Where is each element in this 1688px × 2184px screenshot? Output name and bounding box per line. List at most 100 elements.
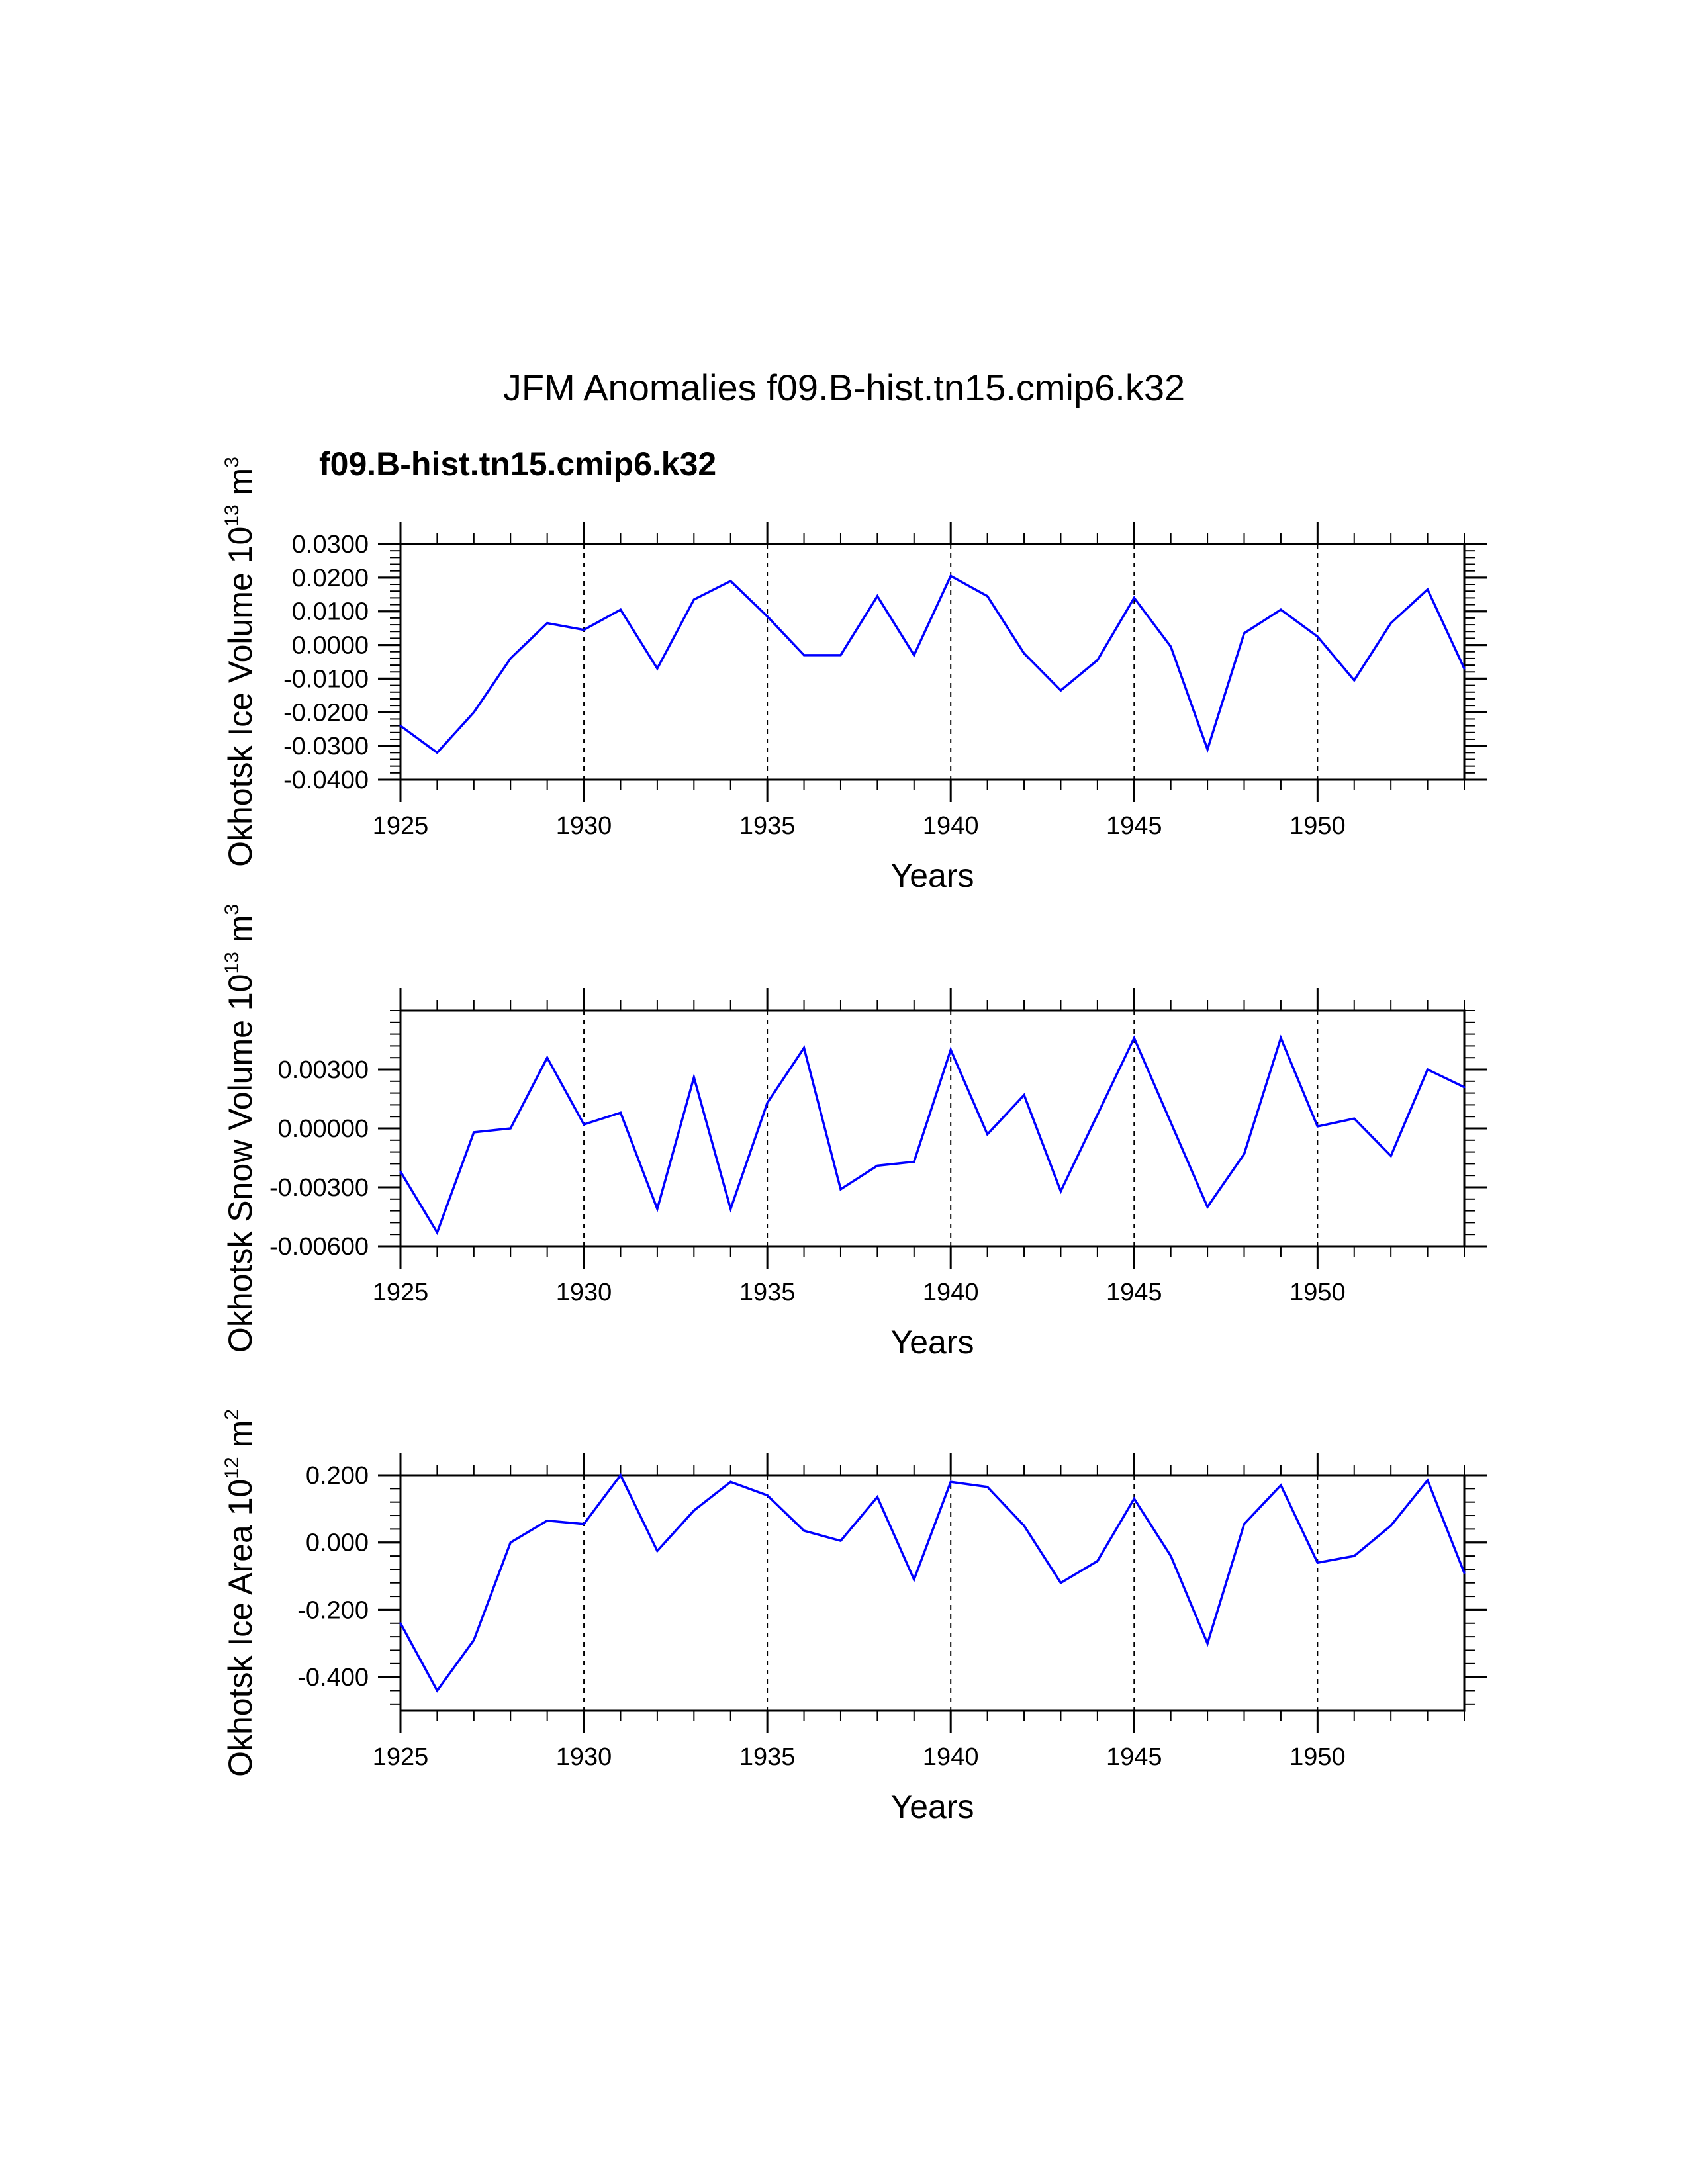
data-point — [1353, 1117, 1356, 1120]
data-point — [949, 1048, 952, 1051]
data-point — [1096, 659, 1099, 661]
data-point — [1316, 1561, 1319, 1564]
data-point — [839, 1188, 842, 1191]
plot-frame — [399, 543, 1466, 781]
data-point — [1353, 1555, 1356, 1557]
data-point — [1280, 1484, 1282, 1486]
x-tick-label: 1940 — [923, 812, 979, 840]
data-point — [986, 1486, 989, 1488]
data-point — [986, 595, 989, 598]
data-point — [583, 1123, 585, 1126]
data-point — [399, 725, 402, 727]
data-point — [546, 1056, 549, 1059]
data-point — [692, 1076, 695, 1079]
data-point — [473, 711, 475, 713]
x-tick-label: 1945 — [1106, 1279, 1162, 1306]
data-point — [1023, 1094, 1025, 1097]
figure-title: JFM Anomalies f09.B-hist.tn15.cmip6.k32 — [503, 367, 1185, 408]
y-tick-label: 0.0300 — [292, 531, 369, 559]
y-tick-label: 0.000 — [306, 1529, 369, 1557]
x-tick-label: 1935 — [739, 1279, 796, 1306]
x-axis-title: Years — [890, 857, 974, 894]
data-point — [1463, 1086, 1466, 1089]
y-tick-label: -0.00300 — [269, 1174, 369, 1202]
series-line — [399, 1473, 1466, 1693]
panel-3: -0.400 -0.200 0.000 0.200 1925 1930 1935 1940 19… — [221, 1409, 1487, 1825]
data-point — [949, 574, 952, 577]
data-point — [913, 654, 915, 657]
data-point — [839, 1539, 842, 1542]
data-point — [803, 654, 806, 657]
y-tick-label: -0.400 — [297, 1664, 369, 1692]
data-point — [473, 1639, 475, 1641]
data-point — [1463, 667, 1466, 670]
data-point — [1206, 1206, 1209, 1208]
data-point — [583, 629, 585, 631]
data-point — [1389, 622, 1392, 625]
x-tick-label: 1930 — [556, 1743, 612, 1771]
data-point — [913, 1160, 915, 1163]
data-point — [839, 654, 842, 657]
y-axis-title: Okhotsk Ice Area 1012 m2 — [221, 1409, 259, 1777]
data-point — [619, 1474, 622, 1477]
data-point — [1243, 1153, 1246, 1156]
data-point — [436, 751, 438, 754]
data-point — [436, 1689, 438, 1692]
data-point — [766, 1494, 769, 1497]
data-point — [436, 1231, 438, 1234]
data-point — [1353, 679, 1356, 682]
y-tick-label: -0.00600 — [269, 1233, 369, 1261]
data-point — [583, 1523, 585, 1525]
y-tick-label: 0.0200 — [292, 565, 369, 592]
data-point — [656, 667, 659, 670]
data-point — [546, 622, 549, 625]
y-tick-label: -0.0300 — [283, 733, 369, 760]
data-point — [546, 1520, 549, 1522]
data-point — [1427, 1479, 1429, 1482]
data-point — [1096, 1560, 1099, 1563]
data-point — [1389, 1155, 1392, 1158]
data-point — [692, 598, 695, 601]
y-axis-title: Okhotsk Ice Volume 1013 m3 — [221, 457, 259, 867]
data-point — [1059, 689, 1062, 692]
y-tick-label: -0.0400 — [283, 766, 369, 794]
x-axis-title: Years — [890, 1788, 974, 1825]
data-point — [766, 1101, 769, 1104]
case-label: f09.B-hist.tn15.cmip6.k32 — [319, 445, 716, 482]
data-point — [1463, 1571, 1466, 1574]
data-point — [1170, 1121, 1172, 1124]
data-point — [1023, 652, 1025, 655]
data-point — [619, 608, 622, 611]
x-tick-label: 1945 — [1106, 1743, 1162, 1771]
y-tick-label: -0.200 — [297, 1596, 369, 1624]
data-point — [1206, 748, 1209, 751]
data-point — [656, 1549, 659, 1552]
data-point — [1427, 588, 1429, 591]
y-axis-title: Okhotsk Snow Volume 1013 m3 — [221, 904, 259, 1353]
data-point — [1059, 1190, 1062, 1193]
y-tick-label: 0.00300 — [278, 1056, 369, 1084]
y-tick-label: -0.0100 — [283, 665, 369, 693]
data-point — [729, 580, 732, 582]
x-tick-label: 1925 — [373, 1743, 429, 1771]
data-point — [619, 1111, 622, 1114]
data-point — [949, 1480, 952, 1483]
data-point — [1059, 1582, 1062, 1584]
data-point — [1133, 1498, 1135, 1500]
data-point — [1316, 635, 1319, 638]
data-point — [1133, 1037, 1135, 1040]
panel-2: -0.00600 -0.00300 0.00000 0.00300 1925 1930 19… — [221, 904, 1487, 1361]
data-point — [1096, 1113, 1099, 1116]
data-point — [509, 657, 512, 660]
data-point — [803, 1529, 806, 1532]
plot-frame — [399, 1009, 1466, 1248]
data-point — [1243, 632, 1246, 635]
data-point — [1133, 596, 1135, 599]
x-tick-label: 1925 — [373, 1279, 429, 1306]
data-point — [986, 1133, 989, 1136]
data-point — [656, 1208, 659, 1210]
data-point — [876, 1164, 878, 1167]
data-point — [692, 1509, 695, 1512]
data-point — [1170, 645, 1172, 648]
